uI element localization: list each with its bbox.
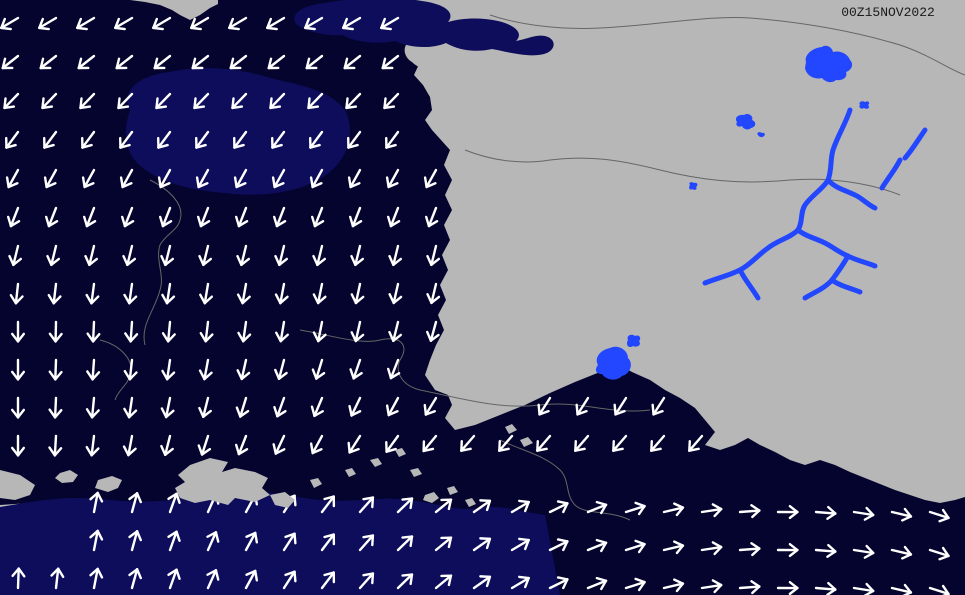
svg-text:00Z15NOV2022: 00Z15NOV2022 bbox=[841, 5, 935, 20]
